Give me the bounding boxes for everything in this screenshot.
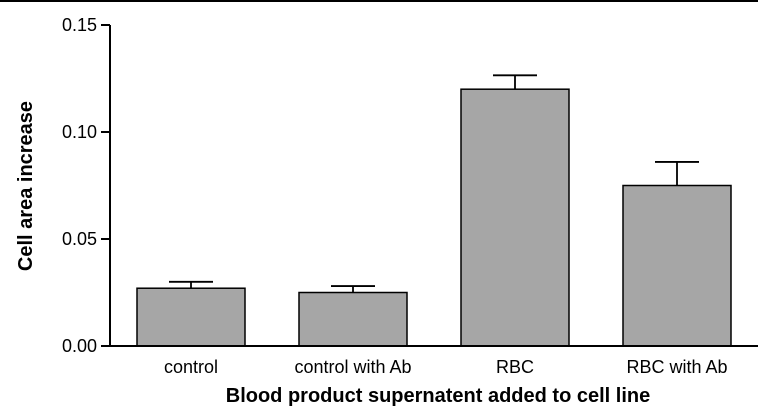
y-tick-label: 0.05 bbox=[62, 229, 97, 249]
top-border bbox=[0, 0, 758, 2]
bar-control bbox=[136, 287, 246, 347]
y-axis-title: Cell area increase bbox=[15, 101, 37, 271]
y-tick-label: 0.00 bbox=[62, 336, 97, 356]
x-tick-label: RBC bbox=[496, 357, 534, 377]
x-axis: control control with Ab RBC RBC with Ab bbox=[110, 345, 758, 377]
bars-group bbox=[136, 74, 732, 347]
bar-control-with-ab bbox=[298, 291, 408, 347]
y-tick-label: 0.10 bbox=[62, 122, 97, 142]
y-tick-label: 0.15 bbox=[62, 15, 97, 35]
x-tick-label: control bbox=[164, 357, 218, 377]
bar-rbc-with-ab bbox=[622, 184, 732, 347]
x-axis-title: Blood product supernatent added to cell … bbox=[226, 385, 650, 407]
y-axis: 0.00 0.05 0.10 0.15 bbox=[62, 15, 111, 356]
x-tick-label: control with Ab bbox=[294, 357, 411, 377]
bar-rbc bbox=[460, 88, 570, 347]
x-tick-label: RBC with Ab bbox=[626, 357, 727, 377]
